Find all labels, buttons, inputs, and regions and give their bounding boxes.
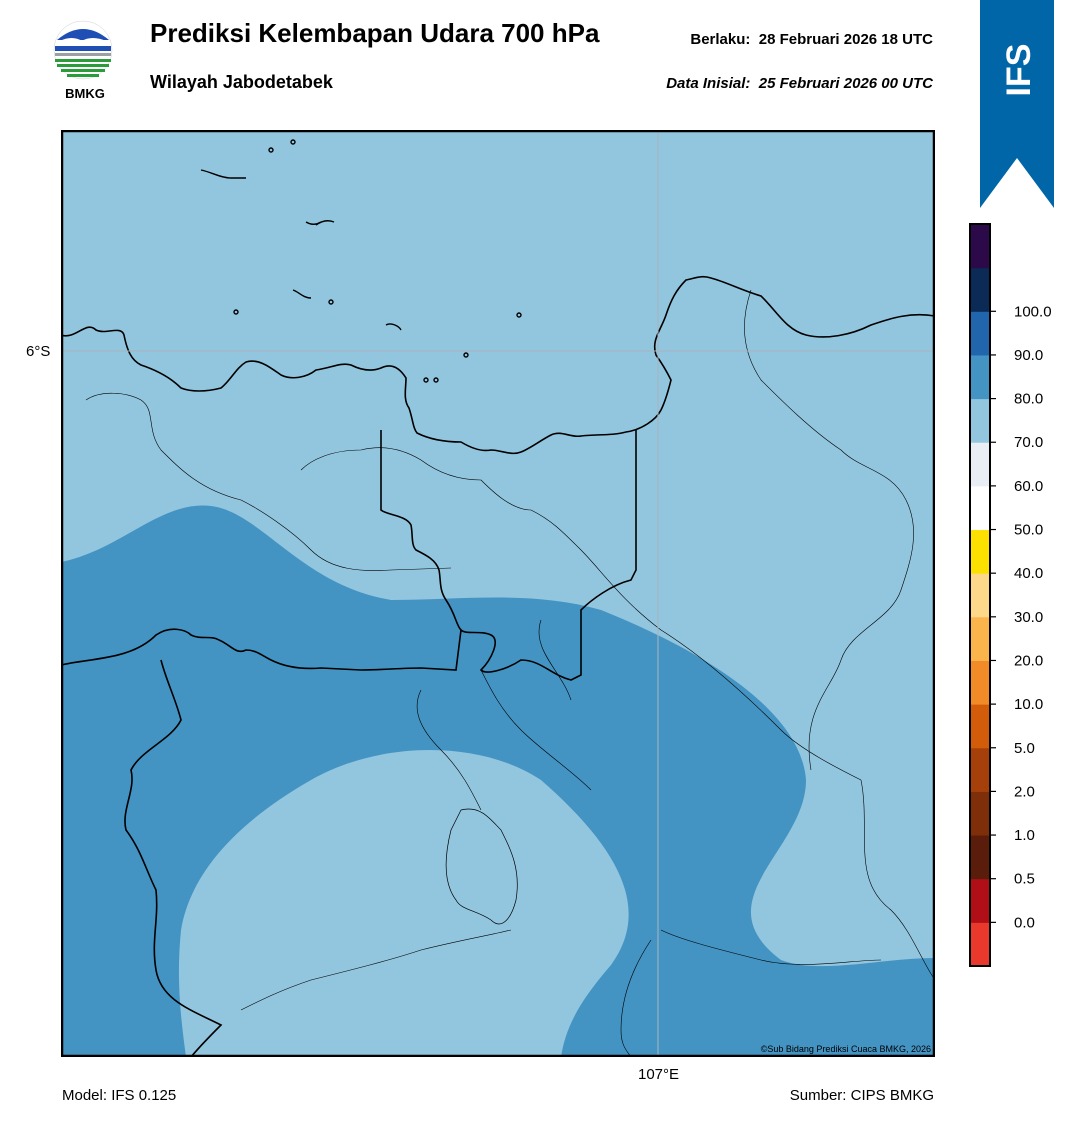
colorbar-band — [970, 442, 990, 487]
init-time: Data Inisial: 25 Februari 2026 00 UTC — [666, 75, 933, 92]
colorbar-tick-label: 100.0 — [1014, 303, 1052, 320]
colorbar-tick-label: 1.0 — [1014, 827, 1035, 844]
valid-time-label: Berlaku: — [690, 31, 751, 48]
init-time-value: 25 Februari 2026 00 UTC — [758, 75, 933, 92]
colorbar-band — [970, 791, 990, 836]
colorbar-tick-label: 0.5 — [1014, 871, 1035, 888]
colorbar-band — [970, 485, 990, 531]
colorbar-band — [970, 747, 990, 792]
colorbar-frame — [969, 223, 991, 967]
colorbar-band — [970, 311, 990, 356]
colorbar-band — [970, 660, 990, 705]
colorbar-band — [970, 704, 990, 749]
latitude-label: 6°S — [26, 343, 51, 360]
model-badge: IFS — [980, 0, 1054, 208]
page-title: Prediksi Kelembapan Udara 700 hPa — [150, 18, 600, 48]
islands — [200, 139, 522, 383]
colorbar-tick-label: 40.0 — [1014, 565, 1043, 582]
colorbar-band — [970, 573, 990, 618]
colorbar-band — [970, 398, 990, 443]
valid-time-value: 28 Februari 2026 18 UTC — [758, 31, 933, 48]
colorbar-band — [970, 878, 990, 923]
colorbar-tick-label: 10.0 — [1014, 696, 1043, 713]
colorbar-tick-label: 70.0 — [1014, 434, 1043, 451]
colorbar-band — [970, 835, 990, 880]
map-copyright: ©Sub Bidang Prediksi Cuaca BMKG, 2026 — [761, 1044, 931, 1054]
colorbar-tick-label: 0.0 — [1014, 914, 1035, 931]
colorbar-ticks: 0.0 0.5 1.0 2.0 5.0 10.0 20.0 30.0 40.0 50.0 60.0 7… — [990, 303, 1052, 931]
bmkg-logo: BMKG — [53, 20, 113, 101]
ribbon-shape — [980, 0, 1054, 208]
humidity-map: ©Sub Bidang Prediksi Cuaca BMKG, 2026 — [61, 130, 935, 1057]
colorbar-tick-label: 30.0 — [1014, 609, 1043, 626]
colorbar-band — [970, 616, 990, 661]
colorbar-tick-label: 20.0 — [1014, 652, 1043, 669]
source-label: Sumber: CIPS BMKG — [789, 1087, 934, 1104]
model-badge-text: IFS — [1000, 44, 1038, 97]
colorbar-tick-label: 60.0 — [1014, 478, 1043, 495]
colorbar-band — [970, 529, 990, 574]
regency-boundaries — [85, 289, 935, 1057]
colorbar-bands — [970, 224, 990, 967]
region-subtitle: Wilayah Jabodetabek — [150, 72, 333, 92]
colorbar-tick-label: 50.0 — [1014, 522, 1043, 539]
coastline — [61, 275, 935, 1057]
logo-text: BMKG — [65, 86, 105, 101]
map-frame — [61, 130, 935, 1057]
init-time-label: Data Inisial: — [666, 75, 751, 92]
colorbar-tick-label: 2.0 — [1014, 783, 1035, 800]
model-label: Model: IFS 0.125 — [62, 1087, 177, 1104]
colorbar-tick-label: 5.0 — [1014, 740, 1035, 757]
colorbar-band — [970, 267, 990, 312]
colorbar-band — [970, 224, 990, 269]
valid-time: Berlaku: 28 Februari 2026 18 UTC — [690, 31, 933, 48]
rh-70-80-region — [61, 505, 935, 1057]
regency-outline — [445, 808, 518, 925]
colorbar-tick-label: 90.0 — [1014, 347, 1043, 364]
bmkg-emblem-icon — [53, 20, 113, 80]
colorbar-band — [970, 922, 990, 967]
colorbar: 0.0 0.5 1.0 2.0 5.0 10.0 20.0 30.0 40.0 50.0 60.0 7… — [969, 223, 1052, 967]
colorbar-tick-label: 80.0 — [1014, 391, 1043, 408]
longitude-label: 107°E — [638, 1066, 680, 1083]
colorbar-band — [970, 354, 990, 400]
